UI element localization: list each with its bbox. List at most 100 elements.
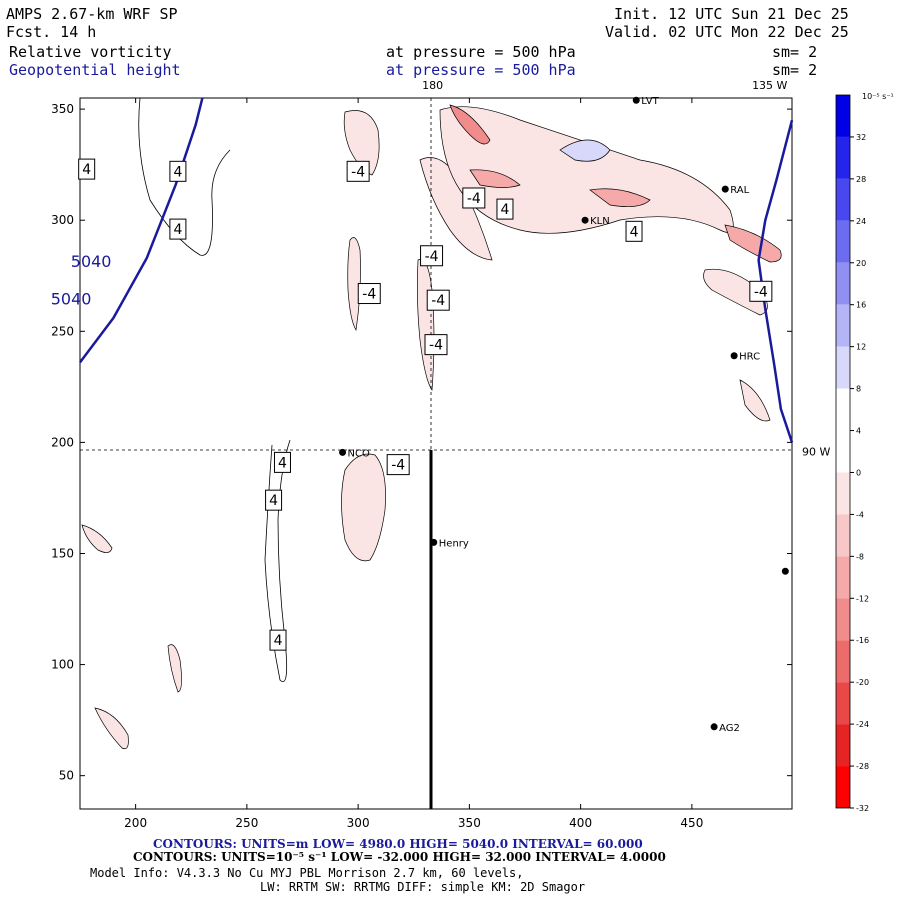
model-info: Model Info: V4.3.3 No Cu MYJ PBL Morriso… xyxy=(90,866,524,880)
vort-patch-1 xyxy=(343,110,380,176)
colorbar-swatch xyxy=(836,220,850,263)
colorbar-swatch xyxy=(836,304,850,347)
vort-contour-1 xyxy=(138,97,231,256)
colorbar-swatch xyxy=(836,262,850,305)
station-marker xyxy=(710,723,718,731)
colorbar-swatch xyxy=(836,598,850,641)
vorticity-label: -4 xyxy=(431,293,445,309)
vort-patch-9 xyxy=(449,104,491,145)
vorticity-label-box xyxy=(346,160,370,182)
vort-patch-13 xyxy=(81,524,113,553)
vorticity-label-box xyxy=(78,158,96,180)
vorticity-label-box xyxy=(265,489,283,511)
station-marker xyxy=(632,96,640,104)
x-tick-label: 400 xyxy=(569,816,592,830)
vorticity-label: -4 xyxy=(429,338,443,354)
colorbar-tick-label: 16 xyxy=(856,301,866,310)
colorbar-swatch xyxy=(836,724,850,767)
height-contours xyxy=(79,97,794,443)
vorticity-label: -4 xyxy=(425,249,439,265)
station-label: HRC xyxy=(739,352,760,363)
field1-level: at pressure = 500 hPa xyxy=(386,43,576,61)
colorbar-frame xyxy=(835,94,851,809)
colorbar-tick-label: -4 xyxy=(856,510,864,519)
colorbar-units: 10⁻⁵ s⁻¹ xyxy=(862,92,894,101)
x-tick-label: 200 xyxy=(124,816,147,830)
station-marker xyxy=(781,567,789,575)
colorbar-tick-label: 0 xyxy=(856,468,861,477)
vorticity-label: 4 xyxy=(501,202,510,218)
x-tick-label: 300 xyxy=(347,816,370,830)
vorticity-label: 4 xyxy=(82,162,91,178)
vorticity-label-box xyxy=(357,283,381,305)
colorbar-tick-label: 4 xyxy=(856,427,861,436)
vorticity-label-box xyxy=(426,289,450,311)
vorticity-label: 4 xyxy=(278,455,287,471)
axes: 200 250 300 350 400 450 50 100 150 200 250 300 350 xyxy=(51,98,792,830)
y-tick-label: 350 xyxy=(51,102,74,116)
height-contour-info: CONTOURS: UNITS=m LOW= 4980.0 HIGH= 5040… xyxy=(153,837,643,851)
vorticity-label-box xyxy=(420,245,444,267)
x-tick-label: 450 xyxy=(680,816,703,830)
colorbar: 32 28 24 20 16 12 8 4 0 -4 -8 -12 -16 -20 -24 -28 -32 xyxy=(835,94,869,813)
colorbar-tick-label: 24 xyxy=(856,217,866,226)
colorbar-tick-label: 20 xyxy=(856,259,866,268)
colorbar-tick-label: 28 xyxy=(856,175,866,184)
colorbar-tick-label: -24 xyxy=(856,720,869,729)
vorticity-label: -4 xyxy=(362,287,376,303)
colorbar-swatch xyxy=(836,136,850,179)
vorticity-label: 4 xyxy=(173,222,182,238)
colorbar-swatch xyxy=(836,95,850,137)
station-label: LVT xyxy=(641,96,659,107)
height-contour-line xyxy=(79,97,204,364)
vorticity-label: -4 xyxy=(391,458,405,474)
colorbar-swatch xyxy=(836,556,850,599)
vorticity-label-box xyxy=(273,451,291,473)
vorticity-label: 4 xyxy=(269,493,278,509)
init-time: Init. 12 UTC Sun 21 Dec 25 xyxy=(614,5,849,23)
station-label: NCO xyxy=(348,448,370,459)
colorbar-swatch xyxy=(836,472,850,515)
colorbar-tick-label: -16 xyxy=(856,636,869,645)
colorbar-swatch xyxy=(836,766,850,808)
meridian-labels: 180 135 W 90 W xyxy=(422,79,830,458)
vort-patch-8 xyxy=(724,224,782,263)
station-marker xyxy=(339,448,347,456)
vort-patch-11 xyxy=(589,188,651,207)
vorticity-label-box xyxy=(269,629,287,651)
vort-patch-16 xyxy=(739,379,771,422)
station-label: Henry xyxy=(439,538,469,549)
model-title: AMPS 2.67-km WRF SP xyxy=(6,5,178,23)
station-marker xyxy=(581,216,589,224)
plot-frame xyxy=(79,97,793,810)
colorbar-swatch xyxy=(836,514,850,557)
y-tick-label: 100 xyxy=(51,658,74,672)
vorticity-label-box xyxy=(169,218,187,240)
station-label: KLN xyxy=(590,216,610,227)
colorbar-tick-label: 32 xyxy=(856,133,866,142)
colorbar-tick-label: -12 xyxy=(856,594,869,603)
colorbar-tick-label: -32 xyxy=(856,804,869,813)
height-contour-label: 5040 xyxy=(51,290,92,309)
colorbar-tick-label: -8 xyxy=(856,552,864,561)
x-tick-label: 250 xyxy=(235,816,258,830)
vorticity-labels: 4 4 4 -4 -4 -4 -4 -4 -4 4 4 -4 -4 4 4 4 xyxy=(78,158,773,651)
vort-patch-5 xyxy=(341,453,386,562)
vort-patch-12 xyxy=(559,139,611,162)
vort-patch-15 xyxy=(167,644,182,693)
station-label: AG2 xyxy=(719,723,740,734)
meridian-label: 135 W xyxy=(752,79,787,92)
vorticity-label: 4 xyxy=(274,633,283,649)
model-physics: LW: RRTM SW: RRTMG DIFF: simple KM: 2D S… xyxy=(260,880,586,894)
y-tick-label: 150 xyxy=(51,546,74,560)
vorticity-label-box xyxy=(496,198,514,220)
stations: NCO Henry AG2 RAL KLN LVT HRC xyxy=(339,96,789,734)
vort-patch-2 xyxy=(347,237,361,332)
vort-patch-14 xyxy=(94,707,129,750)
vorticity-label-box xyxy=(424,334,448,356)
vorticity-label-box xyxy=(169,160,187,182)
colorbar-tick-label: -28 xyxy=(856,762,869,771)
height-contour-label: 5040 xyxy=(71,252,112,271)
forecast-hour: Fcst. 14 h xyxy=(6,23,97,41)
